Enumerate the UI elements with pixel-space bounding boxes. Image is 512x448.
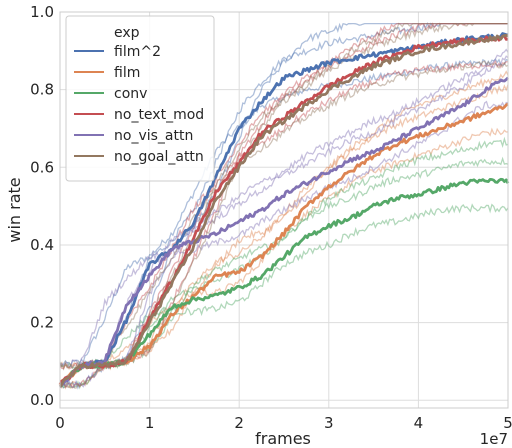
x-tick-labels: 0 1 2 3 4 5 [55, 414, 512, 432]
run-line-no_vis_attn [59, 100, 509, 368]
legend-label: no_text_mod [114, 107, 204, 123]
y-tick-label: 0.8 [30, 81, 54, 99]
legend-box [65, 15, 215, 182]
run-line-film^2 [59, 58, 509, 368]
run-line-no_goal_attn [59, 22, 508, 389]
run-line-no_goal_attn [59, 60, 509, 371]
y-axis-label: win rate [5, 177, 24, 242]
legend-title: exp [114, 25, 140, 41]
x-tick-label: 3 [324, 414, 334, 432]
run-line-no_goal_attn [59, 22, 508, 389]
run-line-no_text_mod [59, 22, 508, 388]
legend-label: no_vis_attn [114, 128, 193, 144]
y-tick-label: 1.0 [30, 3, 54, 21]
run-line-no_text_mod [59, 60, 509, 371]
legend-label: film^2 [114, 44, 161, 60]
series-line-film [58, 102, 509, 386]
legend: exp film^2 film conv no_text_mod no_vis_attn… [65, 15, 215, 182]
grid [59, 11, 509, 408]
x-axis-label: frames [255, 429, 311, 448]
legend-label: conv [114, 86, 147, 102]
x-tick-label: 0 [55, 414, 65, 432]
y-tick-label: 0.4 [30, 236, 54, 254]
y-tick-label: 0.0 [30, 391, 54, 409]
y-tick-label: 0.2 [30, 314, 54, 332]
x-tick-label: 5 [503, 414, 512, 432]
series-line-no_goal_attn [58, 33, 509, 388]
series-line-no_vis_attn [59, 76, 509, 387]
x-tick-label: 1 [145, 414, 155, 432]
plot-frame [59, 11, 509, 409]
legend-label: no_goal_attn [114, 149, 204, 165]
run-line-film^2 [59, 22, 508, 390]
legend-label: film [114, 65, 140, 81]
x-tick-label: 4 [414, 414, 424, 432]
run-line-no_vis_attn [59, 48, 509, 389]
series-line-conv [59, 177, 510, 388]
y-tick-label: 0.6 [30, 158, 54, 176]
x-axis-multiplier: 1e7 [480, 430, 508, 448]
y-tick-labels: 0.0 0.2 0.4 0.6 0.8 1.0 [30, 3, 54, 409]
x-tick-label: 2 [234, 414, 244, 432]
run-line-conv [59, 203, 509, 369]
run-line-no_vis_attn [59, 55, 509, 386]
legend-entries: film^2 film conv no_text_mod no_vis_attn no_g… [74, 44, 204, 165]
mean-lines [58, 32, 510, 388]
